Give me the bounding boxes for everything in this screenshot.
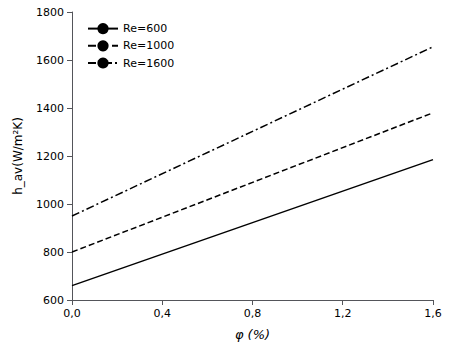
svg-text:1600: 1600 [36,54,64,67]
svg-text:Re=1000: Re=1000 [123,39,174,52]
svg-text:0,0: 0,0 [63,307,81,320]
svg-text:0,4: 0,4 [154,307,172,320]
svg-text:600: 600 [43,294,64,307]
svg-text:φ (%): φ (%) [235,327,270,342]
svg-text:800: 800 [43,246,64,259]
svg-text:1200: 1200 [36,150,64,163]
svg-text:1400: 1400 [36,102,64,115]
svg-text:h_av(W/m²K): h_av(W/m²K) [11,117,25,195]
svg-text:Re=1600: Re=1600 [123,57,174,70]
svg-text:0,8: 0,8 [244,307,262,320]
svg-text:1,2: 1,2 [334,307,352,320]
svg-text:1800: 1800 [36,6,64,19]
svg-text:1000: 1000 [36,198,64,211]
svg-text:1,6: 1,6 [424,307,442,320]
svg-text:Re=600: Re=600 [123,22,167,35]
